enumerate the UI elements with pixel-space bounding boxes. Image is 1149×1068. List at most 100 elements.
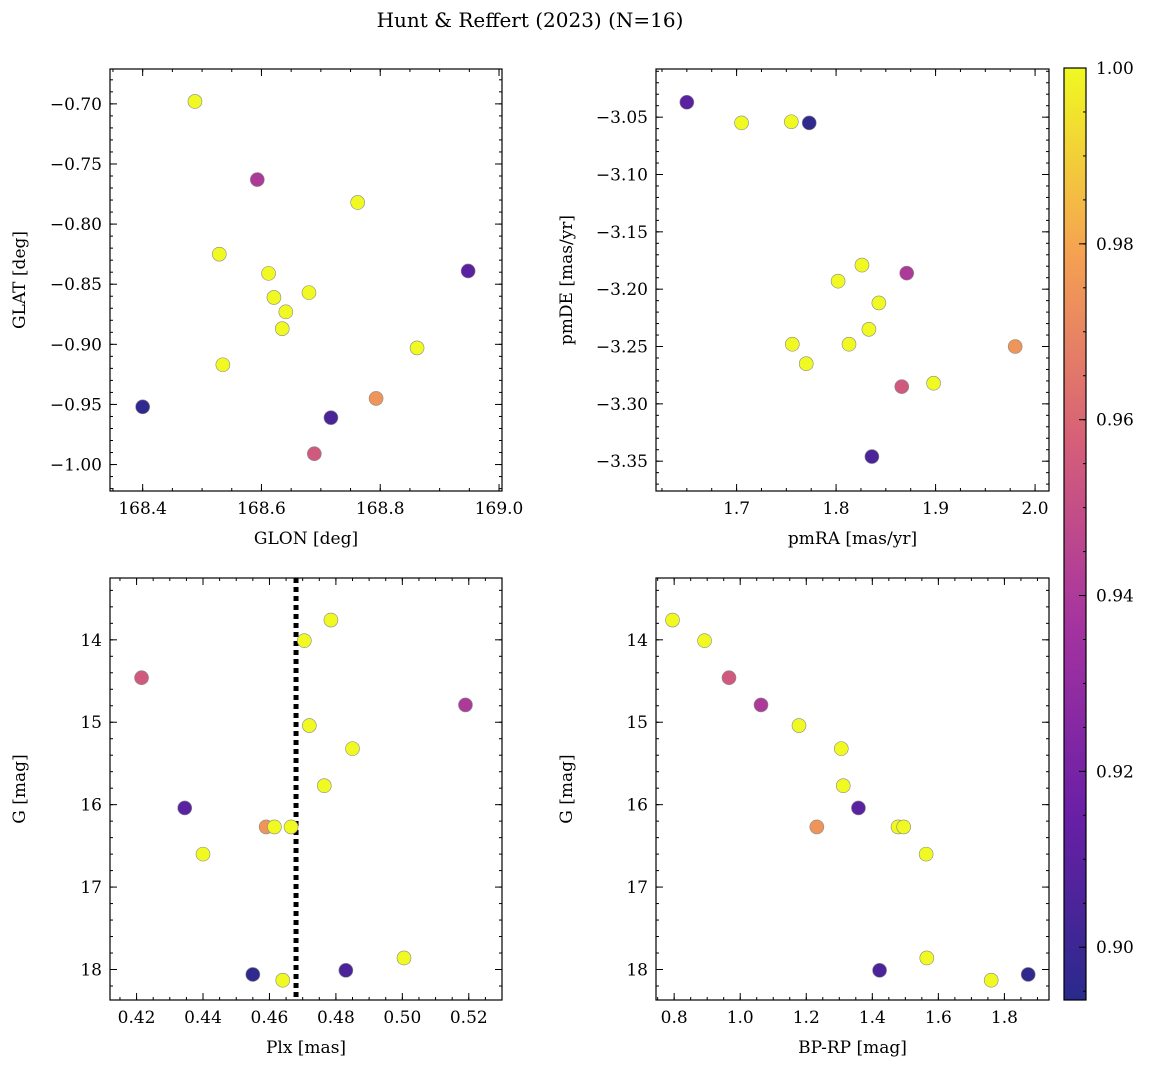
- y-tick-label: −0.95: [50, 395, 102, 415]
- data-point: [458, 697, 473, 713]
- data-point: [833, 741, 849, 756]
- colorbar-tick-label: 0.94: [1096, 587, 1134, 607]
- y-tick-label: −3.05: [596, 108, 648, 128]
- y-axis-label: pmDE [mas/yr]: [557, 215, 577, 345]
- x-tick-label: 0.42: [118, 1008, 156, 1028]
- x-tick-label: 1.9: [922, 499, 949, 519]
- data-point: [345, 741, 360, 756]
- data-point: [267, 819, 282, 835]
- plot-frame: [655, 577, 1050, 1001]
- data-point: [283, 819, 299, 835]
- data-point: [894, 379, 910, 394]
- y-axis-label: G [mag]: [557, 754, 577, 823]
- data-point: [249, 172, 265, 187]
- data-point: [211, 246, 227, 262]
- x-tick-label: 0.44: [184, 1008, 222, 1028]
- y-tick-label: 18: [626, 961, 648, 981]
- data-point: [798, 356, 814, 372]
- data-point: [134, 670, 149, 686]
- data-point: [871, 295, 887, 311]
- data-point: [896, 819, 911, 835]
- colorbar-tick-label: 0.96: [1096, 411, 1134, 431]
- data-point: [785, 336, 800, 352]
- data-point: [679, 94, 695, 110]
- y-axis-label: GLAT [deg]: [10, 231, 30, 329]
- x-tick-label: 0.50: [383, 1008, 421, 1028]
- data-point: [316, 778, 332, 794]
- y-tick-label: −3.30: [596, 395, 648, 415]
- x-axis-label: BP-RP [mag]: [798, 1038, 907, 1058]
- colorbar-gradient: [1064, 68, 1086, 1000]
- data-point: [135, 399, 150, 415]
- colorbar-frame: [1063, 67, 1087, 1001]
- x-tick-label: 169.0: [475, 499, 524, 519]
- data-point: [983, 972, 999, 988]
- data-point: [275, 972, 291, 988]
- x-tick-label: 0.8: [661, 1008, 688, 1028]
- panels: 168.4 168.6 168.8 169.0 −0.70 −0.75 −0.80 −0.85…: [10, 68, 1050, 1058]
- data-point: [368, 391, 384, 406]
- data-point: [215, 357, 231, 373]
- x-tick-label: 1.6: [925, 1008, 952, 1028]
- data-point: [323, 410, 339, 425]
- data-point: [872, 963, 887, 978]
- plot-frame: [109, 577, 503, 1001]
- data-point: [697, 633, 712, 648]
- x-tick-label: 168.8: [356, 499, 405, 519]
- y-tick-label: −3.20: [596, 280, 648, 300]
- data-point: [665, 612, 680, 628]
- data-point: [721, 670, 737, 686]
- data-point: [734, 115, 749, 131]
- x-tick-label: 1.4: [859, 1008, 886, 1028]
- y-tick-label: −0.90: [50, 335, 102, 355]
- x-tick-label: 1.8: [991, 1008, 1018, 1028]
- data-point: [460, 263, 476, 279]
- data-point: [926, 375, 941, 391]
- data-point: [809, 819, 825, 835]
- y-tick-label: −3.35: [596, 452, 648, 472]
- plot-frame: [109, 68, 503, 492]
- y-tick-label: 16: [626, 796, 648, 816]
- data-point: [801, 115, 817, 131]
- x-tick-label: 0.48: [317, 1008, 355, 1028]
- data-point: [301, 285, 317, 300]
- y-tick-label: −1.00: [50, 456, 102, 476]
- y-tick-label: 17: [626, 878, 648, 898]
- data-point: [396, 950, 412, 966]
- data-point: [784, 114, 799, 130]
- data-point: [409, 340, 425, 356]
- colorbar-tick-label: 1.00: [1096, 59, 1134, 79]
- data-point: [864, 449, 880, 464]
- data-point: [835, 778, 851, 794]
- data-point: [302, 718, 317, 733]
- x-tick-label: 2.0: [1022, 499, 1049, 519]
- y-tick-label: 15: [626, 713, 648, 733]
- y-tick-label: 15: [80, 713, 102, 733]
- plot-frame: [655, 68, 1050, 492]
- data-point: [261, 266, 276, 281]
- data-point: [338, 963, 354, 978]
- y-tick-label: 16: [80, 796, 102, 816]
- data-point: [307, 446, 322, 462]
- y-tick-label: −3.25: [596, 338, 648, 358]
- data-point: [854, 257, 870, 273]
- x-tick-label: 1.8: [823, 499, 850, 519]
- x-tick-label: 168.6: [237, 499, 286, 519]
- data-point: [297, 633, 312, 648]
- data-point: [245, 967, 261, 982]
- y-tick-label: 17: [80, 878, 102, 898]
- data-point: [350, 195, 365, 210]
- panel-4: 0.8 1.0 1.2 1.4 1.6 1.8 14 15 16 17 18 BP-RP [mag] G…: [557, 577, 1050, 1058]
- colorbar-tick-label: 0.90: [1096, 938, 1134, 958]
- x-axis-label: pmRA [mas/yr]: [788, 529, 917, 549]
- panel-2: 1.7 1.8 1.9 2.0 −3.05 −3.10 −3.15 −3.20 −3.25 −3.…: [557, 68, 1050, 549]
- y-tick-label: −0.75: [50, 155, 102, 175]
- y-axis-label: G [mag]: [10, 754, 30, 823]
- data-point: [274, 321, 290, 336]
- y-tick-label: −0.70: [50, 95, 102, 115]
- colorbar-tick-label: 0.92: [1096, 762, 1134, 782]
- x-tick-label: 1.0: [727, 1008, 754, 1028]
- data-point: [1007, 339, 1023, 354]
- x-tick-label: 1.2: [793, 1008, 820, 1028]
- data-point: [187, 94, 203, 109]
